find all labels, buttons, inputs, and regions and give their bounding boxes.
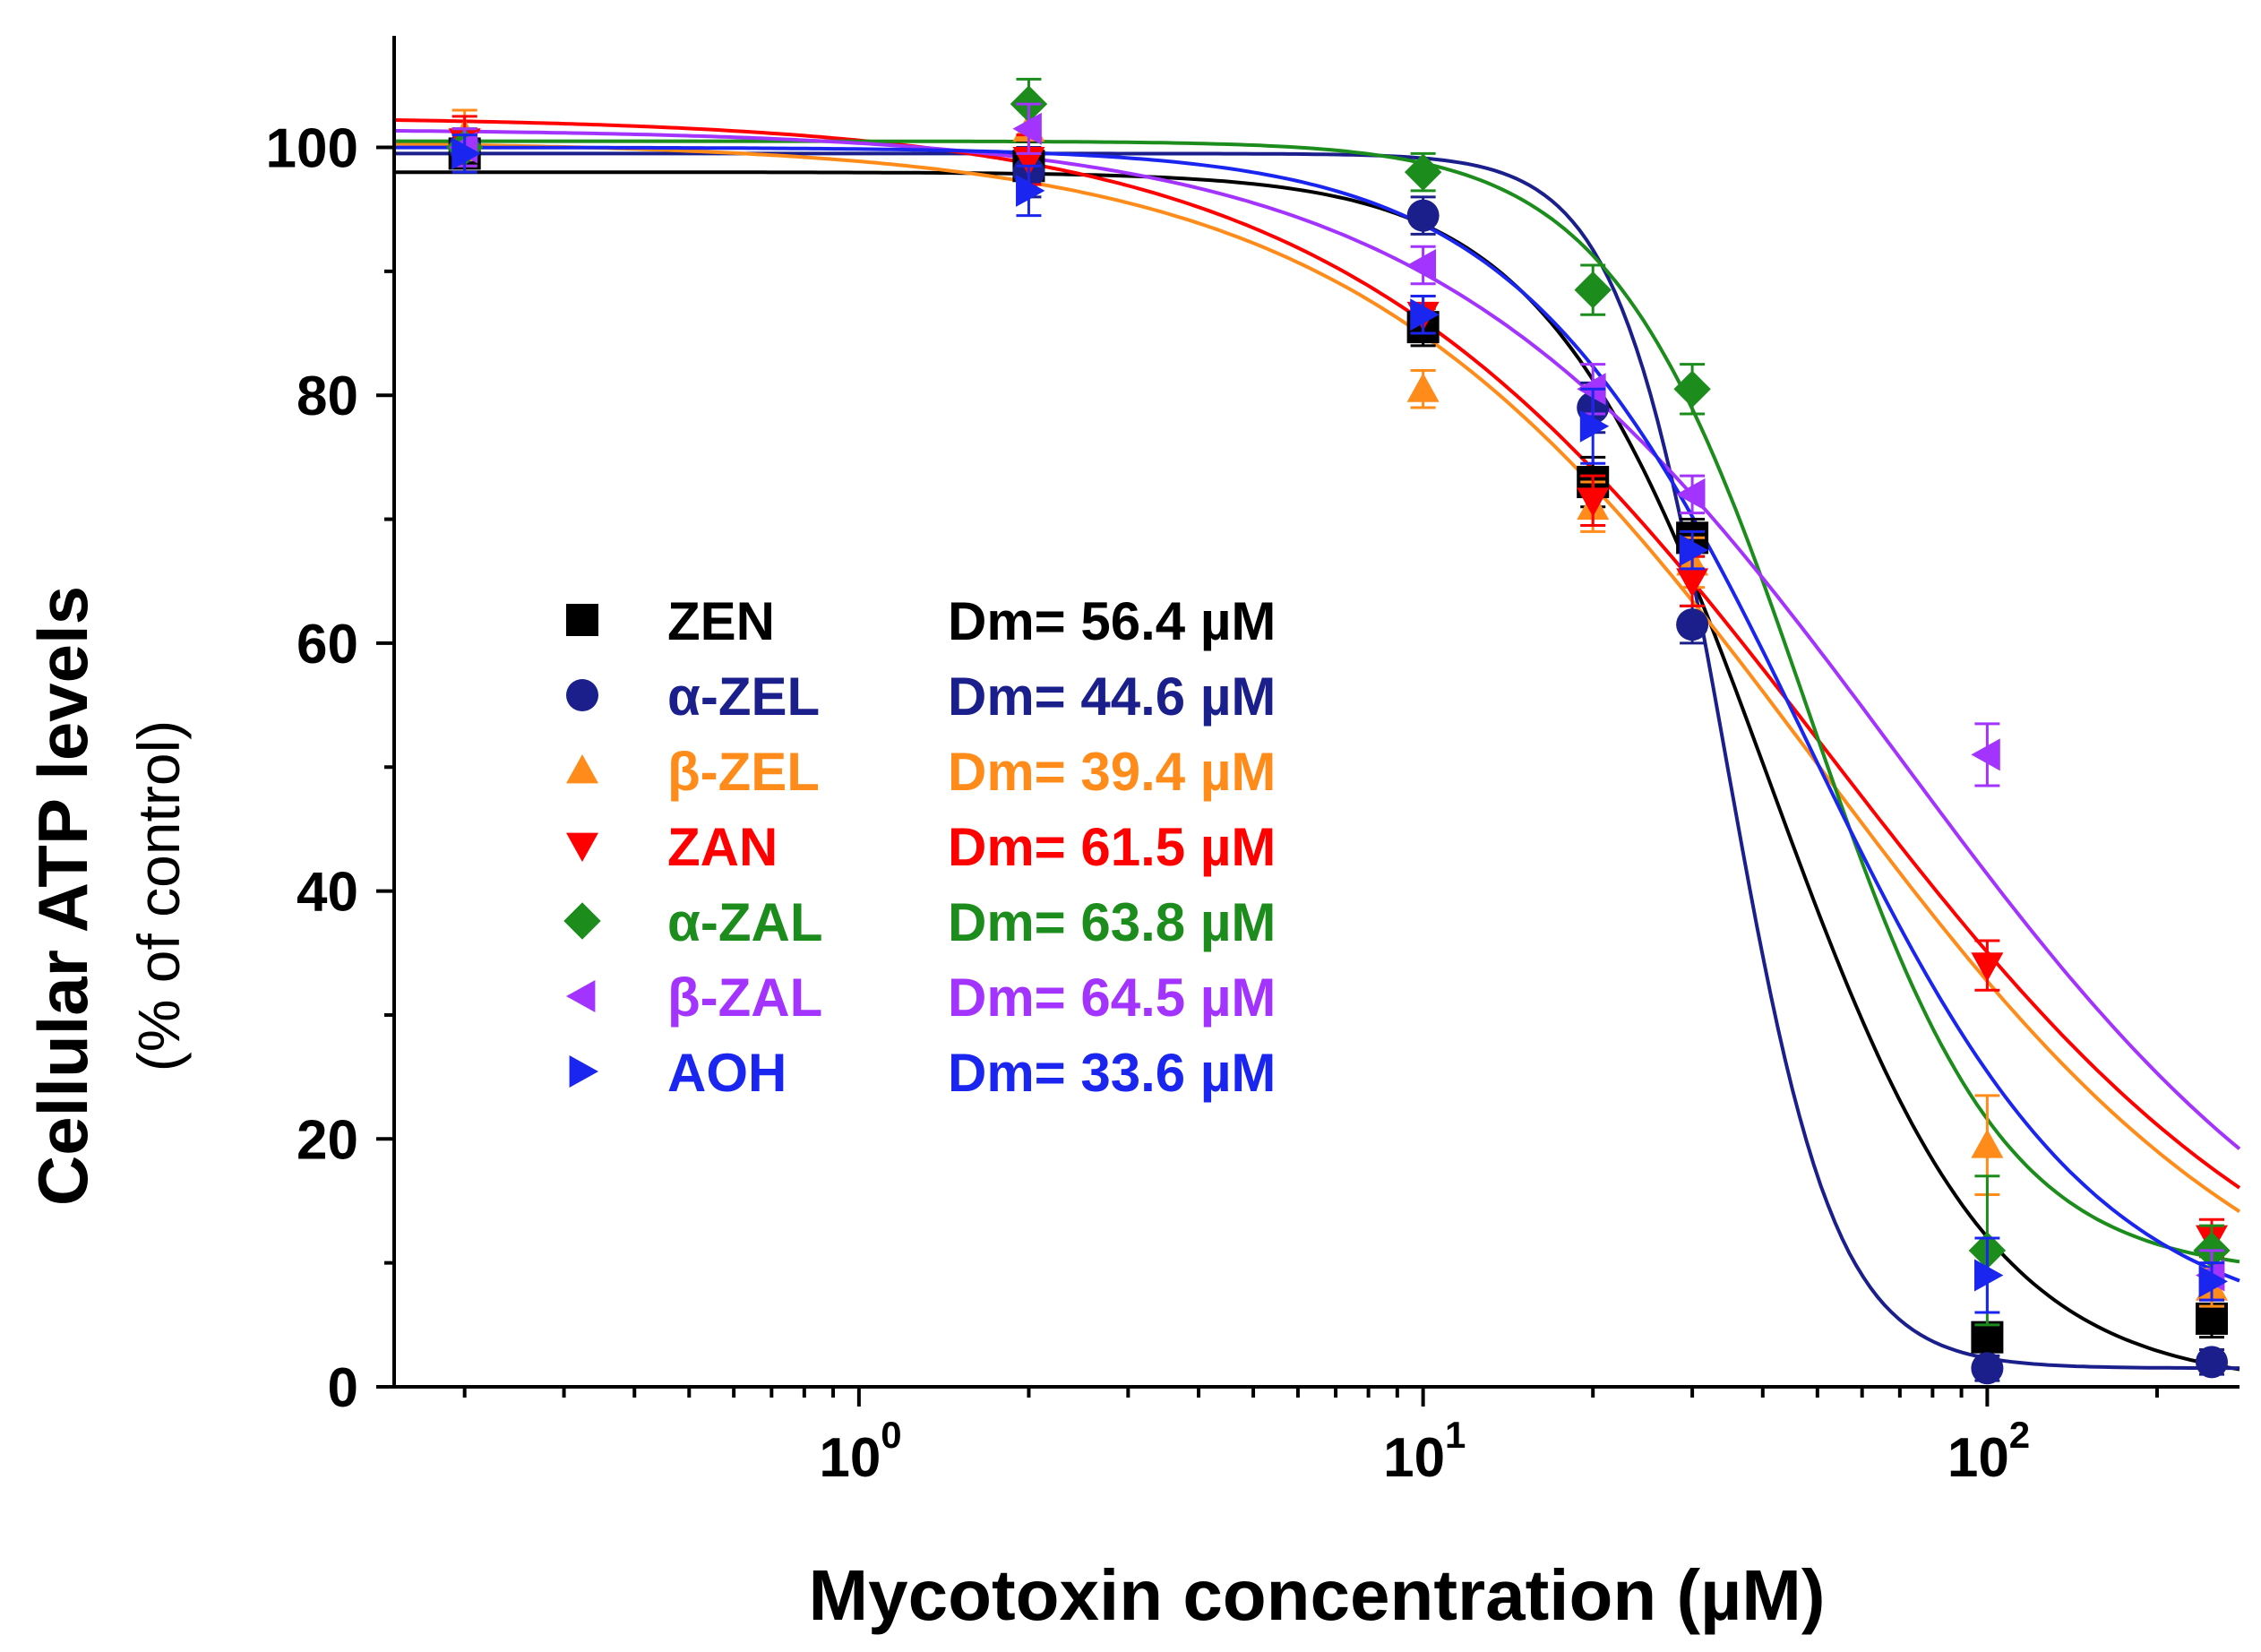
data-point-0-6 <box>2196 1302 2229 1335</box>
y-tick-label-40: 40 <box>297 862 358 924</box>
data-point-5-4 <box>1676 478 1706 511</box>
legend-label-5: β-ZAL <box>667 968 822 1028</box>
x-tick-label-exponent: 0 <box>881 1414 901 1456</box>
legend-item-6: AOH Dm= 33.6 µM <box>569 1043 1276 1103</box>
data-point-1-2 <box>1406 199 1440 232</box>
data-point-6-6 <box>2198 1265 2229 1298</box>
data-point-0-5 <box>1971 1321 2004 1354</box>
data-point-3-5 <box>1971 952 2004 982</box>
legend-marker-3 <box>566 832 598 862</box>
legend-label-0: ZEN <box>667 591 775 651</box>
x-tick-label-base: 10 <box>819 1427 881 1489</box>
legend: ZEN Dm= 56.4 µM α-ZEL Dm= 44.6 µM β-ZEL Dm= 3… <box>563 591 1276 1103</box>
x-tick-label-0: 10 0 <box>819 1414 901 1489</box>
data-point-4-2 <box>1404 153 1442 191</box>
legend-marker-4 <box>563 902 601 940</box>
data-point-3-3 <box>1577 487 1610 517</box>
data-point-1-5 <box>1971 1352 2004 1385</box>
fit-curve-1 <box>394 151 2240 1371</box>
legend-dm-3: Dm= 61.5 µM <box>948 817 1276 877</box>
y-tick-label-20: 20 <box>297 1109 358 1171</box>
data-point-5-5 <box>1971 738 2000 771</box>
fit-curve-2 <box>393 142 2241 1213</box>
fit-curve-3 <box>393 118 2241 1190</box>
legend-marker-2 <box>566 754 598 784</box>
legend-dm-5: Dm= 64.5 µM <box>948 968 1276 1028</box>
legend-dm-6: Dm= 33.6 µM <box>948 1043 1276 1103</box>
data-point-3-4 <box>1676 568 1709 598</box>
x-tick-label-base: 10 <box>1383 1427 1445 1489</box>
y-tick-label-60: 60 <box>297 614 358 675</box>
legend-label-6: AOH <box>667 1043 787 1103</box>
data-point-1-6 <box>2196 1346 2229 1379</box>
legend-dm-0: Dm= 56.4 µM <box>948 591 1276 651</box>
legend-item-0: ZEN Dm= 56.4 µM <box>566 591 1276 651</box>
data-point-1-4 <box>1676 608 1709 641</box>
fit-curve-6 <box>394 145 2240 1283</box>
legend-dm-2: Dm= 39.4 µM <box>948 742 1276 802</box>
plot-area <box>393 77 2241 1385</box>
legend-label-3: ZAN <box>667 817 778 877</box>
data-point-2-2 <box>1406 373 1440 402</box>
x-tick-label-exponent: 1 <box>1445 1414 1466 1456</box>
y-axis-title: Cellular ATP levels <box>23 586 102 1206</box>
fit-curve-0 <box>394 170 2240 1372</box>
data-point-4-4 <box>1673 370 1711 408</box>
y-tick-label-0: 0 <box>328 1357 358 1419</box>
x-tick-label-exponent: 2 <box>2009 1414 2030 1456</box>
legend-marker-5 <box>566 980 596 1012</box>
legend-item-3: ZAN Dm= 61.5 µM <box>566 817 1276 877</box>
legend-marker-1 <box>566 679 598 711</box>
legend-label-4: α-ZAL <box>667 892 823 952</box>
data-point-6-1 <box>1016 174 1045 207</box>
legend-dm-4: Dm= 63.8 µM <box>948 892 1276 952</box>
y-tick-label-80: 80 <box>297 366 358 427</box>
data-point-5-1 <box>1012 112 1042 145</box>
data-point-4-3 <box>1574 271 1612 309</box>
legend-item-4: α-ZAL Dm= 63.8 µM <box>563 892 1276 952</box>
legend-label-2: β-ZEL <box>667 742 820 802</box>
legend-item-5: β-ZAL Dm= 64.5 µM <box>566 968 1276 1028</box>
data-point-6-3 <box>1579 409 1610 443</box>
legend-marker-0 <box>566 604 598 636</box>
fit-curve-5 <box>394 129 2241 1150</box>
data-point-5-2 <box>1406 248 1437 281</box>
data-point-6-2 <box>1410 298 1440 331</box>
x-tick-label-2: 10 2 <box>1947 1414 2030 1489</box>
legend-label-1: α-ZEL <box>667 667 820 727</box>
data-point-6-0 <box>451 137 481 170</box>
data-point-2-5 <box>1971 1129 2004 1158</box>
data-point-6-4 <box>1679 534 1709 567</box>
x-axis-title: Mycotoxin concentration (µM) <box>809 1555 1826 1635</box>
y-tick-label-100: 100 <box>266 118 358 180</box>
legend-dm-1: Dm= 44.6 µM <box>948 667 1276 727</box>
legend-item-2: β-ZEL Dm= 39.4 µM <box>566 742 1276 802</box>
x-tick-label-1: 10 1 <box>1383 1414 1466 1489</box>
legend-marker-6 <box>569 1055 598 1088</box>
x-tick-label-base: 10 <box>1947 1427 2009 1489</box>
y-axis-subtitle: (% of control) <box>125 720 192 1071</box>
fit-curve-4 <box>394 139 2240 1264</box>
data-point-6-5 <box>1973 1259 2004 1292</box>
legend-item-1: α-ZEL Dm= 44.6 µM <box>566 667 1276 727</box>
